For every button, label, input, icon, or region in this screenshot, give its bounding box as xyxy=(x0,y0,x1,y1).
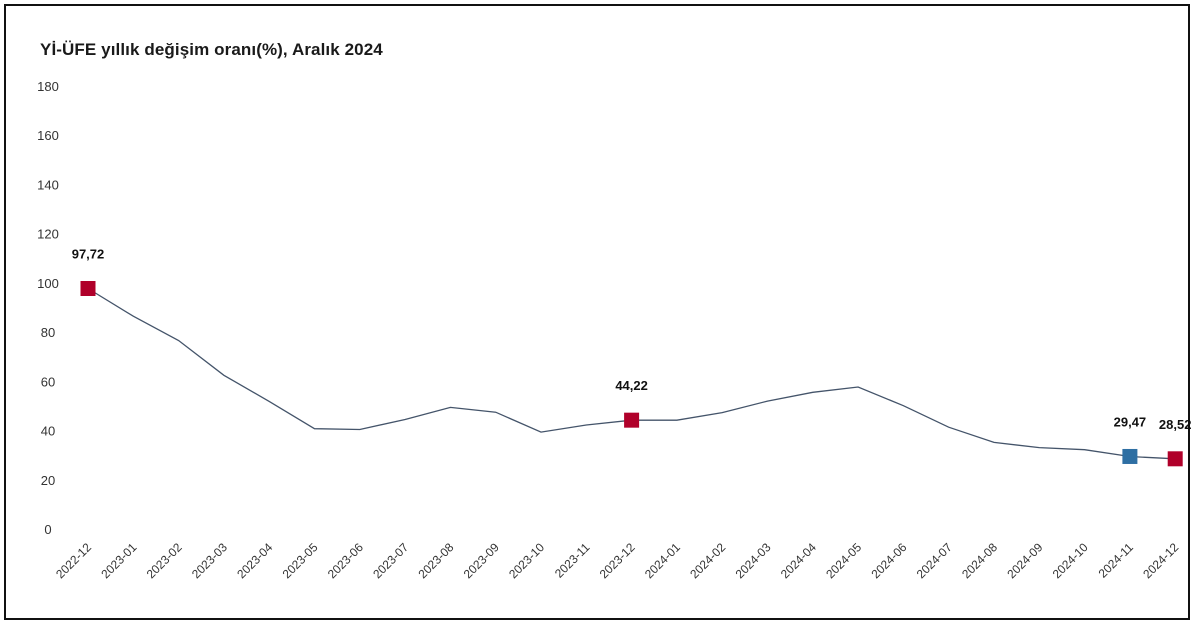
series-line-group xyxy=(87,287,1176,460)
chart-title: Yİ-ÜFE yıllık değişim oranı(%), Aralık 2… xyxy=(40,40,383,59)
x-tick-label: 2023-04 xyxy=(234,540,275,581)
y-tick-label: 120 xyxy=(37,227,59,242)
x-tick-label: 2023-12 xyxy=(597,540,638,581)
x-tick-label: 2023-07 xyxy=(370,540,411,581)
x-tick-label: 2024-04 xyxy=(778,540,819,581)
data-point-marker xyxy=(1167,451,1183,467)
x-tick-label: 2024-10 xyxy=(1050,540,1091,581)
y-tick-label: 160 xyxy=(37,128,59,143)
y-tick-label: 0 xyxy=(44,522,51,537)
x-tick-label: 2023-11 xyxy=(552,540,593,581)
y-tick-label: 100 xyxy=(37,276,59,291)
x-tick-label: 2023-01 xyxy=(98,540,139,581)
x-axis: 2022-12 2023-01 2023-02 2023-03 2023-04 2023-… xyxy=(53,540,1181,581)
marker-group: 97,72 44,22 29,47 28,52 xyxy=(72,247,1192,467)
x-tick-label: 2024-09 xyxy=(1004,540,1045,581)
data-point-marker xyxy=(624,412,640,428)
data-point-marker xyxy=(80,281,96,297)
x-tick-label: 2024-07 xyxy=(914,540,955,581)
y-tick-label: 40 xyxy=(41,424,55,439)
x-tick-label: 2022-12 xyxy=(53,540,94,581)
y-tick-label: 60 xyxy=(41,374,55,389)
x-tick-label: 2024-11 xyxy=(1096,540,1137,581)
x-tick-label: 2024-02 xyxy=(687,540,728,581)
y-tick-label: 180 xyxy=(37,79,59,94)
chart-frame: Yİ-ÜFE yıllık değişim oranı(%), Aralık 2… xyxy=(4,4,1190,620)
data-label: 97,72 xyxy=(72,247,105,262)
x-tick-label: 2024-05 xyxy=(823,540,864,581)
x-tick-label: 2023-08 xyxy=(415,540,456,581)
x-tick-label: 2024-03 xyxy=(733,540,774,581)
y-axis: 0 20 40 60 80 100 120 140 160 180 xyxy=(37,79,59,537)
y-tick-label: 20 xyxy=(41,473,55,488)
x-tick-label: 2023-05 xyxy=(280,540,321,581)
x-tick-label: 2024-06 xyxy=(868,540,909,581)
x-tick-label: 2023-03 xyxy=(189,540,230,581)
data-point-marker xyxy=(1122,448,1138,464)
x-tick-label: 2023-02 xyxy=(144,540,185,581)
y-tick-label: 140 xyxy=(37,177,59,192)
x-tick-label: 2023-10 xyxy=(506,540,547,581)
y-tick-label: 80 xyxy=(41,325,55,340)
x-tick-label: 2023-06 xyxy=(325,540,366,581)
series-line xyxy=(87,287,1176,460)
data-label: 28,52 xyxy=(1159,417,1192,432)
x-tick-label: 2023-09 xyxy=(461,540,502,581)
x-tick-label: 2024-12 xyxy=(1140,540,1181,581)
data-label: 44,22 xyxy=(615,378,648,393)
data-label: 29,47 xyxy=(1114,414,1147,429)
x-tick-label: 2024-08 xyxy=(959,540,1000,581)
x-tick-label: 2024-01 xyxy=(642,540,683,581)
